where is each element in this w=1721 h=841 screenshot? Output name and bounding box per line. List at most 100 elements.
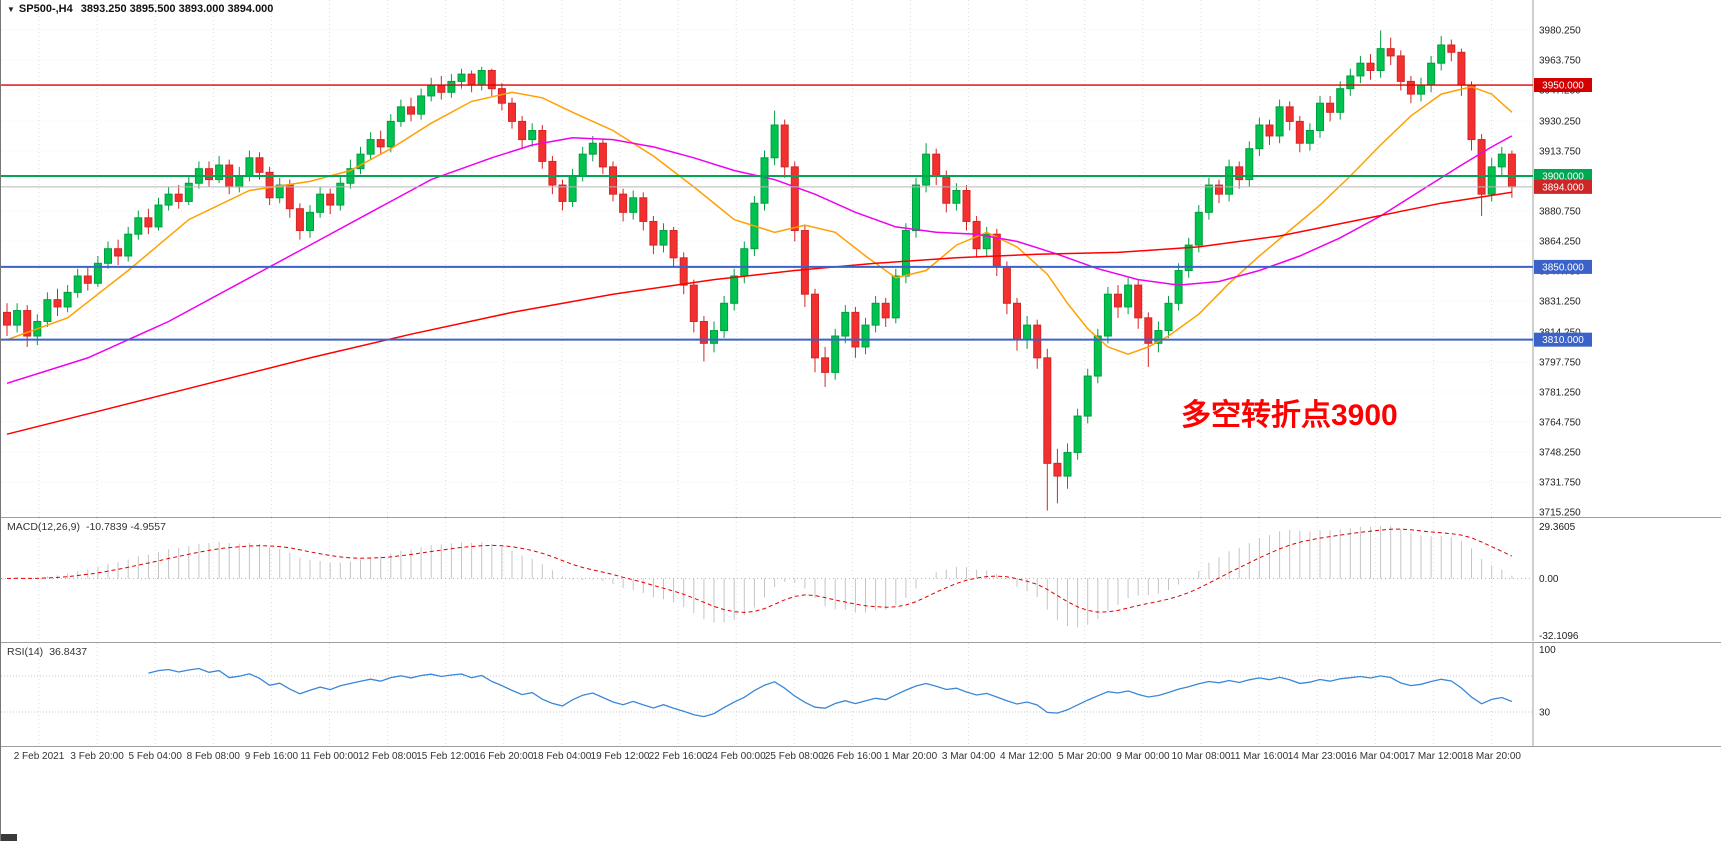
candle-body [497,88,506,104]
candle-body [285,184,294,210]
candle-body [1305,129,1314,144]
time-label: 18 Feb 04:00 [532,751,592,762]
candle-body [962,190,971,222]
candle-body [1013,302,1021,341]
price-tag-label: 3900.000 [1542,171,1584,182]
candle-body [1326,102,1335,113]
candle-body [316,193,325,213]
candle-body [922,153,931,186]
candle-body [1083,375,1092,417]
candle-body [679,257,688,286]
candle-body [83,275,92,284]
candle-body [215,164,224,181]
candle-body [790,166,799,232]
candle-body [932,153,941,177]
price-tag-label: 3950.000 [1542,81,1584,92]
candle-body [1124,284,1133,308]
candle-body [1356,62,1365,77]
candle-body [467,73,476,86]
candle-body [1507,153,1516,188]
candle-body [1134,284,1143,319]
macd-panel: 29.3605 0.00 -32.1096 MACD(12,26,9) -10.783… [1,517,1721,641]
candle-body [396,106,405,122]
candle-body [386,120,395,148]
candle-body [901,230,910,277]
price-tag-label: 3810.000 [1542,335,1584,346]
candle-body [1002,266,1011,304]
time-label: 15 Feb 12:00 [416,751,476,762]
symbol-period-label: SP500-,H4 [18,3,73,15]
candle-body [1386,48,1395,57]
time-label: 9 Feb 16:00 [244,751,299,762]
price-tag [1534,78,1592,93]
candle-body [154,204,163,228]
time-label: 1 Mar 20:00 [883,751,938,762]
ma-line-mid [6,135,1513,385]
candle-body [1447,44,1456,53]
price-tick-label: 3880.750 [1539,206,1581,217]
rsi-chart-canvas[interactable]: 100 30 [1,643,1721,746]
macd-chart-canvas[interactable]: 29.3605 0.00 -32.1096 [1,518,1721,641]
candle-body [780,124,789,168]
candle-body [1215,184,1223,195]
candle-body [275,184,284,199]
bottom-strip [1,768,1721,841]
candle-body [770,124,779,159]
candle-body [1406,80,1415,95]
time-label: 8 Feb 08:00 [186,751,240,762]
candle-body [811,293,819,359]
candle-body [982,233,991,250]
time-label: 26 Feb 16:00 [822,751,882,762]
time-label: 5 Feb 04:00 [128,751,182,762]
price-tag [1534,332,1592,347]
candle-body [13,310,22,326]
candle-body [861,324,870,348]
candle-body [1376,48,1385,71]
candle-body [1497,153,1506,168]
rsi-tick-label: 30 [1539,708,1551,719]
candle-body [255,157,264,173]
candle-body [578,153,587,177]
time-axis[interactable]: 2 Feb 2021 3 Feb 20:00 5 Feb 04:00 8 Feb 08… [1,746,1721,768]
price-panel: 3980.2503963.7503947.2503930.2503913.750… [1,0,1721,517]
candle-body [821,357,830,373]
candle-body [1154,330,1163,344]
candle-body [477,69,486,86]
candle-body [1194,211,1203,246]
time-label: 12 Feb 08:00 [358,751,418,762]
candle-body [134,217,143,235]
price-tag-label: 3850.000 [1542,262,1584,273]
macd-tick-label: -32.1096 [1539,631,1579,641]
candle-body [1174,270,1183,304]
candle-body [518,120,527,141]
candle-body [609,166,617,195]
candle-body [760,157,769,204]
candle-body [1265,124,1274,137]
candle-body [1417,84,1425,95]
candle-body [366,139,375,155]
candle-body [63,291,72,308]
time-label: 11 Mar 16:00 [1230,751,1289,762]
candle-body [1427,62,1436,86]
candle-body [93,262,102,284]
candle-body [376,139,385,148]
candle-body [710,330,718,344]
candle-body [598,142,607,168]
candle-body [1043,357,1052,464]
macd-tick-label: 0.00 [1539,574,1559,585]
price-chart-canvas[interactable]: 3980.2503963.7503947.2503930.2503913.750… [1,0,1721,517]
candle-body [1033,324,1042,359]
candle-body [1396,55,1405,82]
candle-body [437,84,446,93]
collapse-arrow-icon[interactable]: ▼ [7,5,15,14]
chart-annotation[interactable]: 多空转折点3900 [1181,399,1398,432]
candle-body [184,182,193,202]
time-label: 9 Mar 00:00 [1116,751,1170,762]
time-label: 11 Feb 00:00 [300,751,359,762]
candle-body [205,168,213,181]
candle-body [1164,302,1173,332]
candle-body [1346,75,1355,90]
candle-body [1487,166,1496,195]
time-label: 4 Mar 12:00 [1000,751,1054,762]
